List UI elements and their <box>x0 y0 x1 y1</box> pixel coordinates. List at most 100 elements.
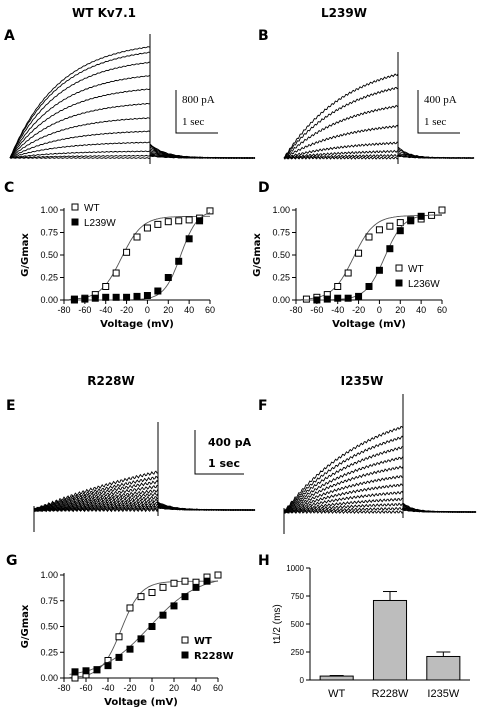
x-tick-label: -80 <box>289 305 302 315</box>
y-tick-label: 0.50 <box>272 250 290 260</box>
bar <box>319 675 354 681</box>
scale-bar-a-time: 1 sec <box>182 116 204 128</box>
scale-bar-b: 400 pA 1 sec <box>417 90 460 134</box>
data-point <box>302 295 310 303</box>
data-point <box>133 292 141 300</box>
data-point <box>386 222 394 230</box>
category-label: WT <box>328 688 345 700</box>
x-tick-label: 60 <box>213 683 223 693</box>
x-tick-label: 60 <box>437 305 447 315</box>
x-axis-label: Voltage (mV) <box>104 697 178 708</box>
y-tick-label: 1.00 <box>272 205 290 215</box>
current-sweep <box>9 61 256 159</box>
data-point <box>365 283 373 290</box>
panel-letter-h: H <box>258 553 270 569</box>
panel-letter-c: C <box>4 180 14 196</box>
data-point <box>102 293 110 301</box>
x-tick-label: -40 <box>101 683 114 693</box>
current-sweep <box>9 74 256 159</box>
x-tick-label: 20 <box>395 305 405 315</box>
data-point <box>396 219 404 227</box>
panel-letter-f: F <box>258 398 268 414</box>
gv-plot-g: 0.00 0.25 0.50 0.75 1.00 -80 -60 -40 -20 0 20 40 60 V… <box>20 570 234 708</box>
data-point <box>115 653 123 661</box>
title-i235w: I235W <box>341 374 384 388</box>
panel-letter-a: A <box>4 28 15 44</box>
data-point <box>148 623 156 630</box>
data-point <box>170 579 178 587</box>
data-point <box>70 296 78 304</box>
legend-label: L239W <box>84 218 116 229</box>
legend-marker <box>395 279 403 287</box>
x-tick-label: 0 <box>149 683 154 693</box>
data-point <box>143 224 151 232</box>
data-point <box>137 593 145 601</box>
bar-chart-h: 0 250 500 750 1000 t1/2 (ms) WT R228W I235W <box>272 564 470 700</box>
scale-bar-a: 800 pA 1 sec <box>175 90 218 134</box>
data-point <box>148 589 156 597</box>
data-point <box>164 274 172 281</box>
data-point <box>104 662 112 670</box>
data-point <box>170 602 178 610</box>
x-tick-label: -60 <box>310 305 323 315</box>
data-point <box>203 577 211 585</box>
y-tick-label: 0.25 <box>40 273 58 283</box>
y-tick-label: 1000 <box>286 564 304 573</box>
current-traces-e <box>33 422 256 532</box>
data-point <box>159 583 167 591</box>
data-point <box>334 283 342 290</box>
y-axis-label: t1/2 (ms) <box>272 604 283 643</box>
scale-bar-a-current: 800 pA <box>182 94 215 106</box>
panel-letter-d: D <box>258 180 270 196</box>
data-point <box>396 227 404 235</box>
data-point <box>154 287 162 295</box>
data-point <box>355 292 363 300</box>
title-l239w: L239W <box>321 6 367 20</box>
legend-marker <box>71 218 79 226</box>
y-tick-label: 0.75 <box>272 228 290 238</box>
x-tick-label: 60 <box>205 305 215 315</box>
scale-bar-e-time: 1 sec <box>208 457 240 470</box>
data-point <box>344 294 352 302</box>
data-point <box>164 218 172 226</box>
x-tick-label: 0 <box>145 305 150 315</box>
data-point <box>112 269 120 277</box>
x-tick-label: -20 <box>120 305 133 315</box>
y-tick-label: 0 <box>300 676 305 685</box>
y-tick-label: 0.25 <box>272 273 290 283</box>
x-axis-label: Voltage (mV) <box>100 319 174 330</box>
data-point <box>185 235 193 243</box>
data-point <box>386 245 394 253</box>
legend-marker <box>181 636 189 644</box>
y-tick-label: 0.00 <box>40 673 58 683</box>
x-tick-label: -20 <box>352 305 365 315</box>
data-point <box>102 283 110 290</box>
data-point <box>123 293 131 301</box>
current-sweep <box>283 124 475 159</box>
legend-label: L236W <box>408 279 440 290</box>
data-point <box>355 249 363 257</box>
data-point <box>123 248 131 256</box>
x-tick-label: 40 <box>184 305 194 315</box>
bar <box>372 599 408 681</box>
data-point <box>159 611 167 619</box>
scale-bar-b-current: 400 pA <box>424 94 457 106</box>
data-point <box>112 293 120 301</box>
data-point <box>375 266 383 274</box>
current-sweep <box>283 73 475 159</box>
y-tick-label: 750 <box>291 592 305 601</box>
y-tick-label: 250 <box>291 648 305 657</box>
y-tick-label: 0.00 <box>40 295 58 305</box>
data-point <box>133 233 141 241</box>
y-tick-label: 0.50 <box>40 250 58 260</box>
data-point <box>313 296 321 304</box>
x-axis-label: Voltage (mV) <box>332 319 406 330</box>
x-tick-label: 0 <box>377 305 382 315</box>
x-tick-label: -60 <box>79 683 92 693</box>
data-point <box>185 216 193 224</box>
data-point <box>334 294 342 302</box>
data-point <box>71 674 79 682</box>
data-point <box>181 577 189 585</box>
scale-bar-e-current: 400 pA <box>208 436 252 449</box>
